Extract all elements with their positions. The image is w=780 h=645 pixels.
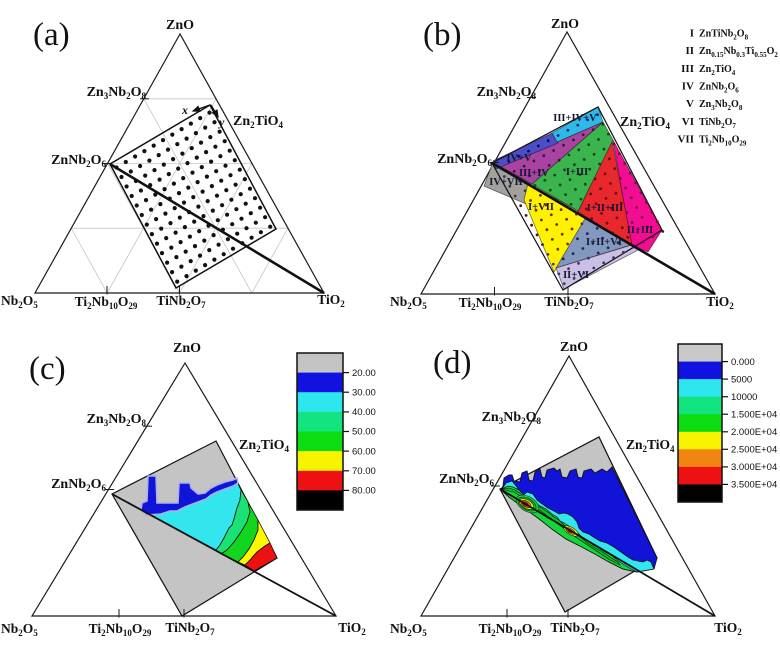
svg-text:(a): (a) [33, 17, 70, 53]
svg-text:TiO2: TiO2 [714, 620, 742, 637]
svg-text:2.500E+04: 2.500E+04 [731, 445, 777, 456]
svg-text:II: II [685, 45, 694, 57]
svg-text:I: I [690, 28, 694, 40]
svg-text:1.500E+04: 1.500E+04 [731, 409, 777, 420]
svg-text:60.00: 60.00 [352, 446, 376, 457]
svg-text:ZnTiNb2O8: ZnTiNb2O8 [699, 29, 749, 42]
svg-text:ZnNb2O6: ZnNb2O6 [51, 477, 106, 493]
svg-text:ZnNb2O6: ZnNb2O6 [699, 81, 739, 94]
svg-text:Zn2TiO4: Zn2TiO4 [239, 438, 290, 454]
svg-text:I+II+III: I+II+III [587, 203, 623, 214]
svg-text:ZnO: ZnO [166, 18, 194, 33]
svg-text:VI: VI [682, 116, 694, 128]
svg-text:I+III: I+III [566, 167, 588, 178]
svg-text:TiNb2O7: TiNb2O7 [544, 294, 594, 311]
svg-text:Ti2Nb10O29: Ti2Nb10O29 [479, 621, 542, 638]
svg-text:Zn3Nb2O8: Zn3Nb2O8 [699, 99, 743, 112]
svg-text:Ti2Nb10O29: Ti2Nb10O29 [459, 295, 522, 312]
svg-text:ZnO: ZnO [560, 340, 588, 355]
svg-text:Zn3Nb2O8: Zn3Nb2O8 [477, 85, 537, 101]
svg-text:IV+VII: IV+VII [489, 177, 522, 188]
svg-text:ZnO: ZnO [173, 341, 201, 356]
svg-text:ZnO: ZnO [551, 17, 579, 32]
svg-text:0.000: 0.000 [731, 357, 755, 368]
svg-text:(b): (b) [423, 17, 461, 53]
svg-text:(d): (d) [433, 345, 471, 381]
svg-text:Zn3Nb2O8: Zn3Nb2O8 [482, 410, 542, 426]
svg-text:ZnNb2O6: ZnNb2O6 [437, 152, 492, 168]
svg-text:Zn2TiO4: Zn2TiO4 [626, 437, 675, 454]
svg-text:3.000E+04: 3.000E+04 [731, 462, 777, 473]
svg-text:Ti2Nb10O29: Ti2Nb10O29 [75, 294, 138, 311]
svg-text:Ti2Nb10O29: Ti2Nb10O29 [89, 621, 152, 638]
svg-text:30.00: 30.00 [352, 387, 376, 398]
svg-text:Zn3Nb2O8: Zn3Nb2O8 [87, 85, 147, 101]
svg-text:VII: VII [677, 133, 694, 145]
svg-text:TiO2: TiO2 [706, 294, 734, 311]
svg-text:Zn2TiO4: Zn2TiO4 [699, 64, 736, 77]
svg-text:I+II+VI: I+II+VI [586, 237, 622, 248]
svg-text:III+IV+V: III+IV+V [553, 113, 597, 124]
svg-text:x: x [181, 103, 188, 117]
svg-text:TiNb2O7: TiNb2O7 [165, 620, 215, 637]
svg-text:80.00: 80.00 [352, 486, 376, 497]
svg-text:TiO2: TiO2 [338, 620, 366, 637]
svg-text:ZnNb2O6: ZnNb2O6 [439, 472, 494, 488]
svg-text:3.500E+04: 3.500E+04 [731, 480, 777, 491]
svg-text:5000: 5000 [731, 374, 752, 385]
svg-text:TiNb2O7: TiNb2O7 [699, 117, 736, 130]
svg-text:Zn2TiO4: Zn2TiO4 [233, 114, 284, 130]
svg-text:TiNb2O7: TiNb2O7 [550, 620, 600, 637]
svg-text:Nb2O5: Nb2O5 [390, 294, 427, 311]
svg-text:Nb2O5: Nb2O5 [1, 621, 38, 638]
svg-text:40.00: 40.00 [352, 407, 376, 418]
svg-text:II+VI: II+VI [563, 270, 589, 281]
svg-text:III+IV: III+IV [519, 168, 549, 179]
svg-text:I+VII: I+VII [528, 202, 554, 213]
svg-text:TiO2: TiO2 [317, 292, 345, 309]
svg-text:(c): (c) [29, 351, 66, 387]
svg-text:70.00: 70.00 [352, 466, 376, 477]
svg-text:50.00: 50.00 [352, 427, 376, 438]
svg-text:y: y [217, 115, 225, 129]
svg-text:10000: 10000 [731, 392, 757, 403]
svg-text:2.000E+04: 2.000E+04 [731, 427, 777, 438]
svg-text:Zn3Nb2O8: Zn3Nb2O8 [87, 412, 147, 428]
svg-text:IV: IV [682, 80, 694, 92]
svg-text:III: III [681, 63, 694, 75]
svg-text:II+III: II+III [627, 225, 653, 236]
svg-text:Ti2Nb10O29: Ti2Nb10O29 [699, 134, 747, 147]
svg-text:V: V [686, 98, 694, 110]
svg-text:Nb2O5: Nb2O5 [1, 293, 38, 310]
svg-text:Nb2O5: Nb2O5 [390, 621, 427, 638]
svg-text:ZnNb2O6: ZnNb2O6 [51, 153, 106, 169]
svg-text:IV+V: IV+V [506, 153, 532, 164]
svg-text:Zn2TiO4: Zn2TiO4 [620, 115, 671, 131]
svg-text:TiNb2O7: TiNb2O7 [156, 293, 206, 310]
svg-text:20.00: 20.00 [352, 368, 376, 379]
